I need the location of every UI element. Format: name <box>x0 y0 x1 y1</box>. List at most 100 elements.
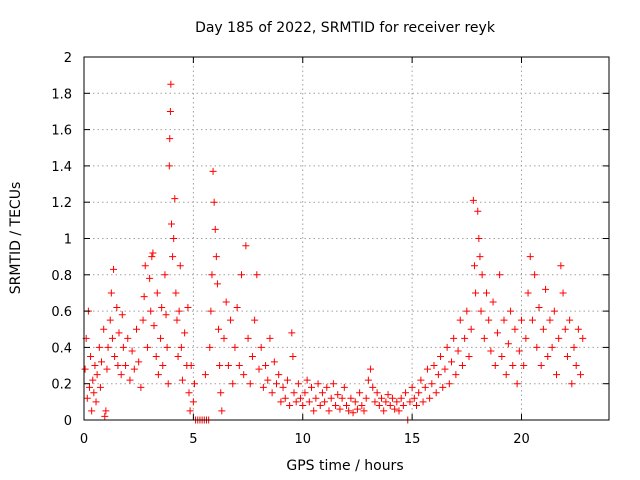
data-point <box>314 380 322 388</box>
data-point <box>485 316 493 324</box>
data-point <box>235 362 243 370</box>
data-point <box>475 235 483 242</box>
data-point <box>577 371 585 379</box>
data-point <box>85 383 93 391</box>
data-point <box>190 380 198 388</box>
data-point <box>111 352 119 360</box>
data-point <box>231 343 239 351</box>
data-point <box>480 334 488 342</box>
data-point <box>469 196 477 204</box>
data-point <box>574 325 582 333</box>
data-point <box>474 207 482 215</box>
data-point <box>550 307 558 315</box>
data-point <box>561 325 569 333</box>
data-point <box>332 401 340 409</box>
y-tick-label: 2 <box>64 51 72 66</box>
data-point <box>220 334 228 342</box>
data-point <box>461 334 469 342</box>
data-point <box>423 365 431 373</box>
data-point <box>334 391 342 399</box>
data-point <box>246 380 254 388</box>
data-point <box>104 343 112 351</box>
data-point <box>535 303 543 311</box>
data-point <box>137 383 145 391</box>
data-point <box>257 343 265 351</box>
data-point <box>568 380 576 388</box>
data-point <box>375 401 383 409</box>
data-point <box>364 376 372 384</box>
data-point <box>336 405 344 413</box>
data-point <box>149 249 157 257</box>
data-point <box>163 343 171 351</box>
y-tick-label: 0.2 <box>51 378 72 393</box>
data-point <box>292 398 300 406</box>
data-point <box>264 376 272 384</box>
y-tick-label: 1.2 <box>51 196 72 211</box>
data-point <box>522 334 530 342</box>
data-point <box>437 352 445 360</box>
data-point <box>222 298 230 306</box>
data-point <box>240 371 248 379</box>
data-point <box>347 394 355 402</box>
data-point <box>118 311 126 319</box>
data-point <box>378 394 385 402</box>
data-point <box>153 289 161 297</box>
data-point <box>450 334 458 342</box>
data-point <box>98 358 105 366</box>
data-point <box>167 80 175 88</box>
data-point <box>255 365 263 373</box>
data-point <box>388 394 396 402</box>
data-point <box>557 262 565 270</box>
data-point <box>502 371 510 379</box>
data-point <box>281 394 289 402</box>
data-point <box>108 334 116 342</box>
data-point <box>216 362 224 370</box>
data-point <box>217 389 225 397</box>
data-point <box>207 307 215 315</box>
data-point <box>166 135 174 143</box>
data-point <box>321 398 329 406</box>
data-point <box>165 162 173 170</box>
data-point <box>542 285 550 293</box>
data-point <box>353 405 361 413</box>
data-point <box>178 376 186 384</box>
data-point <box>297 394 305 402</box>
data-point <box>356 389 364 397</box>
data-point <box>294 380 302 388</box>
data-point <box>393 398 401 406</box>
data-point <box>177 343 185 351</box>
data-point <box>91 362 99 370</box>
data-point <box>147 307 155 315</box>
data-point <box>360 407 368 415</box>
data-point <box>87 352 95 360</box>
data-point <box>176 262 184 270</box>
data-point <box>244 334 252 342</box>
y-axis-label: SRMTID / TECUs <box>8 182 24 295</box>
data-point <box>168 220 175 228</box>
x-tick-label: 0 <box>80 432 88 447</box>
data-point <box>140 293 148 301</box>
data-point <box>152 352 160 360</box>
data-point <box>186 407 194 415</box>
y-tick-label: 1.8 <box>51 87 72 102</box>
data-point <box>340 383 348 391</box>
data-point <box>373 389 381 397</box>
data-point <box>477 307 485 315</box>
data-point <box>139 316 147 324</box>
data-point <box>443 343 451 351</box>
data-point <box>421 383 429 391</box>
data-point <box>533 343 541 351</box>
data-point <box>316 401 324 409</box>
data-point <box>445 380 453 388</box>
data-point <box>544 352 552 360</box>
data-point <box>539 325 547 333</box>
data-point <box>283 376 291 384</box>
data-point <box>141 262 149 270</box>
data-point <box>417 376 425 384</box>
data-point <box>150 322 158 330</box>
data-point <box>92 398 100 406</box>
data-point <box>106 316 114 324</box>
data-point <box>507 307 515 315</box>
data-point <box>343 401 350 409</box>
data-point <box>161 271 169 279</box>
